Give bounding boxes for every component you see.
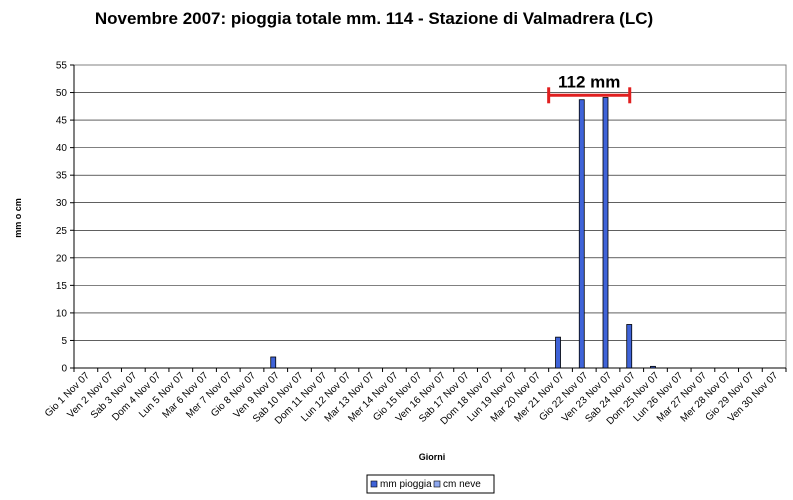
y-tick-label: 30	[56, 198, 68, 209]
bar-mm-pioggia	[626, 324, 633, 369]
legend: mm pioggia cm neve	[366, 474, 495, 494]
plot-area	[73, 64, 787, 369]
legend-swatch-cm-neve	[433, 480, 441, 488]
bars	[270, 97, 656, 369]
y-tick-label: 20	[56, 253, 68, 264]
y-axis-label: mm o cm	[13, 198, 23, 238]
y-tick-label: 40	[56, 143, 68, 154]
y-tick-label: 10	[56, 308, 68, 319]
bar-mm-pioggia	[650, 365, 656, 369]
y-tick-label: 50	[56, 88, 68, 99]
plot-border	[73, 64, 787, 369]
y-tick-label: 0	[61, 364, 67, 375]
annotation: 112 mm	[547, 72, 632, 104]
chart-title: Novembre 2007: pioggia totale mm. 114 - …	[95, 9, 653, 28]
gridlines	[74, 64, 786, 341]
y-axis-ticks: 0 5 10 15 20 25 30 35 40 45 50 55	[56, 61, 786, 375]
legend-label-cm-neve: cm neve	[443, 479, 481, 490]
bar-mm-pioggia	[555, 336, 561, 369]
bar-mm-pioggia	[602, 97, 609, 369]
y-tick-label: 45	[56, 116, 68, 127]
y-tick-label: 25	[56, 226, 68, 237]
bar-mm-pioggia	[578, 99, 585, 369]
annotation-label: 112 mm	[558, 72, 620, 91]
legend-swatch-mm-pioggia	[370, 480, 378, 488]
legend-label-mm-pioggia: mm pioggia	[380, 479, 432, 490]
y-tick-label: 55	[56, 61, 68, 72]
y-tick-label: 35	[56, 171, 68, 182]
y-tick-label: 5	[61, 336, 67, 347]
bar-mm-pioggia	[270, 356, 277, 369]
y-tick-label: 15	[56, 281, 68, 292]
legend-box	[366, 474, 495, 494]
x-axis-label: Giorni	[419, 452, 446, 462]
